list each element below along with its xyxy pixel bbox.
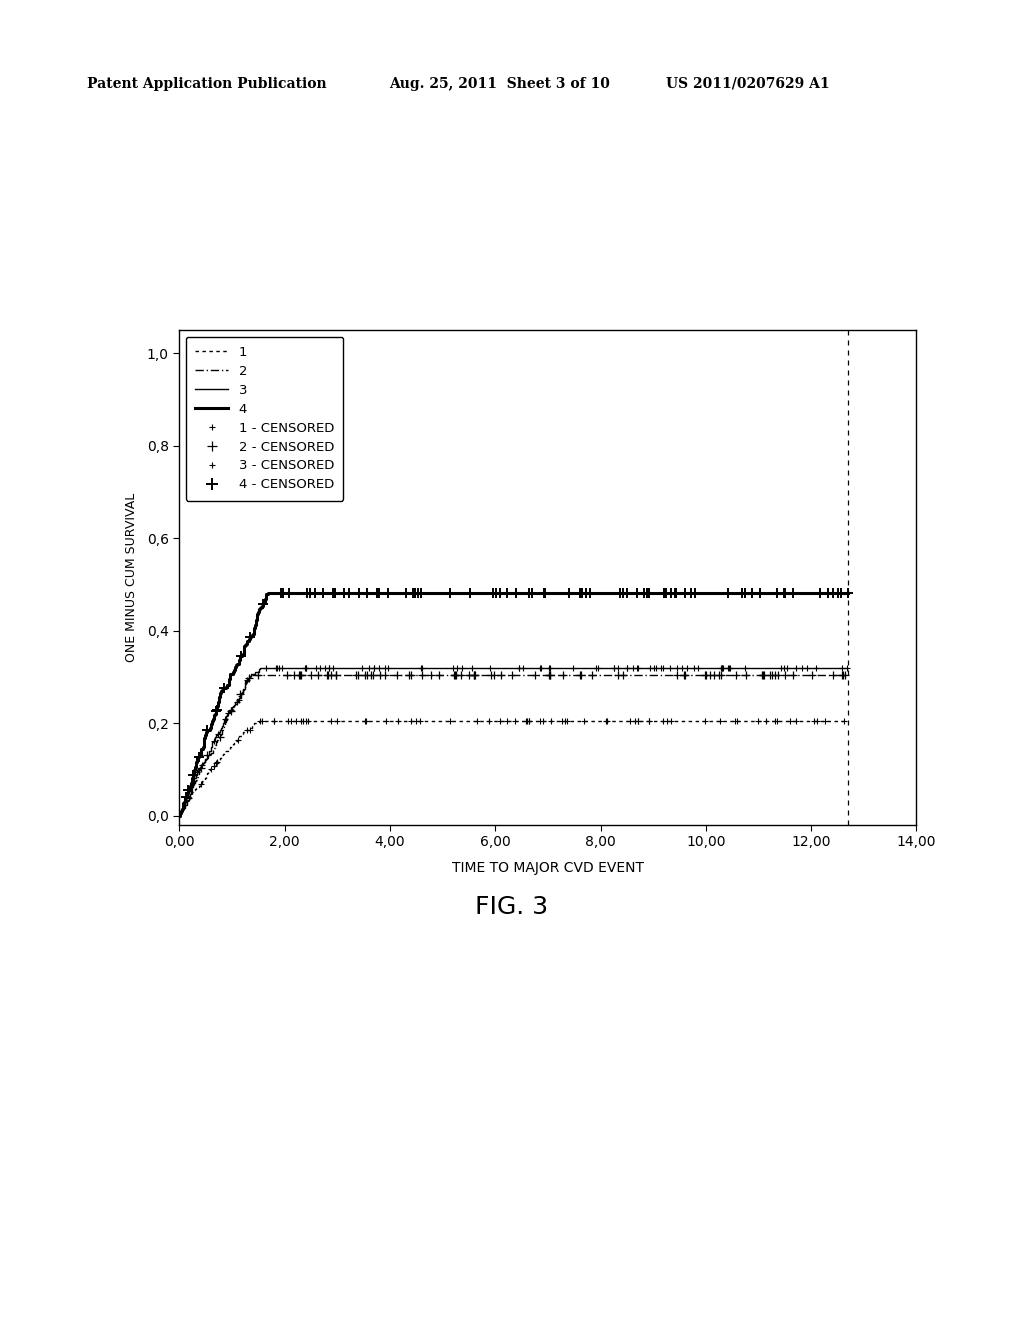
Text: FIG. 3: FIG. 3 (475, 895, 549, 919)
Text: Aug. 25, 2011  Sheet 3 of 10: Aug. 25, 2011 Sheet 3 of 10 (389, 77, 610, 91)
Y-axis label: ONE MINUS CUM SURVIVAL: ONE MINUS CUM SURVIVAL (126, 492, 138, 663)
Legend: 1, 2, 3, 4, 1 - CENSORED, 2 - CENSORED, 3 - CENSORED, 4 - CENSORED: 1, 2, 3, 4, 1 - CENSORED, 2 - CENSORED, … (185, 337, 343, 500)
Text: US 2011/0207629 A1: US 2011/0207629 A1 (666, 77, 829, 91)
X-axis label: TIME TO MAJOR CVD EVENT: TIME TO MAJOR CVD EVENT (452, 861, 644, 875)
Text: Patent Application Publication: Patent Application Publication (87, 77, 327, 91)
